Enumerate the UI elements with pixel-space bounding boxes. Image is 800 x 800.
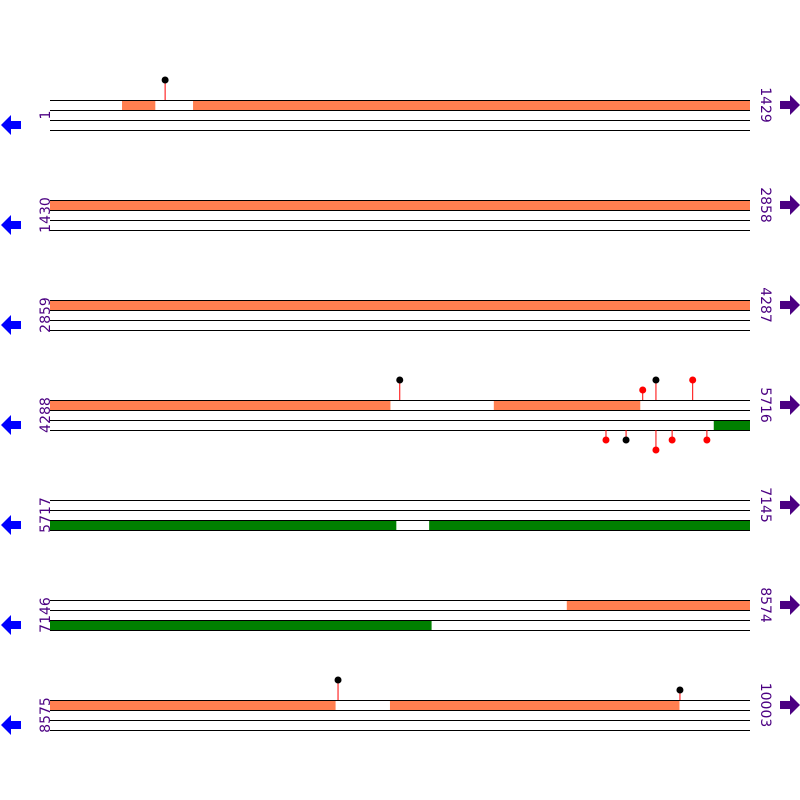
- arrow-right-icon[interactable]: [780, 295, 800, 315]
- reverse-feature: [50, 620, 432, 630]
- arrow-left-icon[interactable]: [1, 515, 21, 535]
- marker-red: [652, 446, 660, 454]
- arrow-left-icon[interactable]: [1, 615, 21, 635]
- row-start-label: 1430: [38, 197, 54, 233]
- reverse-feature: [713, 420, 750, 430]
- sequence-row: 1 1429: [1, 76, 800, 135]
- marker-black: [622, 436, 630, 444]
- marker-red: [668, 436, 676, 444]
- row-start-label: 4288: [38, 397, 54, 433]
- row-end-label: 1429: [757, 87, 773, 123]
- marker-black: [396, 376, 404, 384]
- forward-feature: [50, 200, 750, 210]
- row-end-label: 4287: [757, 287, 773, 323]
- forward-feature: [50, 700, 336, 710]
- arrow-left-icon[interactable]: [1, 115, 21, 135]
- forward-feature: [50, 400, 391, 410]
- sequence-row: 1430 2858: [1, 187, 800, 235]
- sequence-row: 5717 7145: [1, 487, 800, 535]
- forward-feature: [122, 100, 156, 110]
- marker-red: [703, 436, 711, 444]
- row-start-label: 1: [38, 111, 54, 120]
- sequence-row: 2859 4287: [1, 287, 800, 335]
- marker-black: [676, 686, 684, 694]
- arrow-right-icon[interactable]: [780, 595, 800, 615]
- forward-feature: [493, 400, 641, 410]
- arrow-right-icon[interactable]: [780, 395, 800, 415]
- forward-feature: [566, 600, 750, 610]
- row-start-label: 5717: [38, 497, 54, 533]
- forward-feature: [389, 700, 680, 710]
- reverse-feature: [429, 520, 750, 530]
- arrow-right-icon[interactable]: [780, 695, 800, 715]
- arrow-left-icon[interactable]: [1, 715, 21, 735]
- sequence-row: 8575 10003: [1, 676, 800, 735]
- row-end-label: 2858: [757, 187, 773, 223]
- arrow-right-icon[interactable]: [780, 495, 800, 515]
- arrow-left-icon[interactable]: [1, 315, 21, 335]
- row-end-label: 7145: [757, 487, 773, 523]
- forward-feature: [50, 300, 750, 310]
- row-end-label: 5716: [757, 387, 773, 423]
- row-end-label: 8574: [757, 587, 773, 623]
- marker-black: [161, 76, 169, 84]
- arrow-left-icon[interactable]: [1, 215, 21, 235]
- marker-red: [602, 436, 610, 444]
- sequence-row: 7146 8574: [1, 587, 800, 635]
- marker-red: [639, 386, 647, 394]
- marker-black: [334, 676, 342, 684]
- marker-black: [652, 376, 660, 384]
- arrow-right-icon[interactable]: [780, 195, 800, 215]
- marker-red: [689, 376, 697, 384]
- arrow-left-icon[interactable]: [1, 415, 21, 435]
- forward-feature: [193, 100, 750, 110]
- row-end-label: 10003: [757, 683, 773, 728]
- arrow-right-icon[interactable]: [780, 95, 800, 115]
- row-start-label: 2859: [38, 297, 54, 333]
- row-start-label: 7146: [38, 597, 54, 633]
- reverse-feature: [50, 520, 397, 530]
- row-start-label: 8575: [38, 697, 54, 733]
- sequence-row: 4288 5716: [1, 376, 800, 454]
